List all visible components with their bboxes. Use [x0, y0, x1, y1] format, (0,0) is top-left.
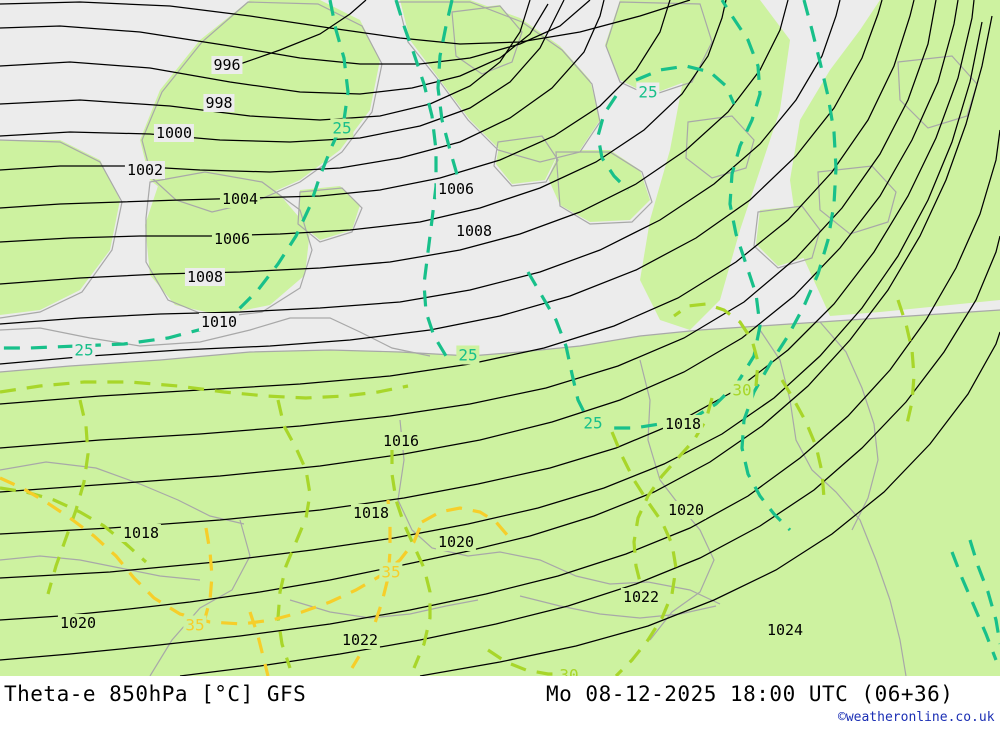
map-canvas[interactable]: 996 998 1000 1002 1004 1006 1008 1010 10…: [0, 0, 1000, 676]
thetae-label: 25: [456, 345, 480, 365]
isobar-contours: [0, 0, 1000, 676]
isobar-label: 1024: [764, 621, 806, 639]
isobar-label: 998: [203, 94, 235, 112]
thetae-label: 35: [379, 562, 403, 582]
thetae-label: 25: [581, 413, 605, 433]
thetae-label: 25: [330, 118, 354, 138]
copyright-notice: ©weatheronline.co.uk: [838, 710, 995, 725]
chart-title: Theta-e 850hPa [°C] GFS: [4, 682, 307, 706]
thetae-label: 35: [183, 615, 207, 635]
forecast-datetime: Mo 08-12-2025 18:00 UTC (06+36): [546, 682, 954, 706]
isobar-label: 1000: [153, 124, 195, 142]
isobar-label: 1022: [339, 631, 381, 649]
isobar-label: 1018: [662, 415, 704, 433]
isobar-label: 1022: [620, 588, 662, 606]
isobar-label: 1008: [184, 268, 226, 286]
thetae-warm-shading: [0, 0, 1000, 676]
thetae-label: 30: [730, 380, 754, 400]
isobar-label: 1020: [665, 501, 707, 519]
thetae-30-contours: [0, 299, 916, 676]
isobar-label: 1018: [120, 524, 162, 542]
thetae-label: 25: [72, 340, 96, 360]
thetae-label: 30: [557, 665, 581, 676]
thetae-label: 25: [636, 82, 660, 102]
isobar-label: 1006: [211, 230, 253, 248]
map-graphics: [0, 0, 1000, 676]
map-footer: Theta-e 850hPa [°C] GFS Mo 08-12-2025 18…: [0, 676, 1000, 733]
isobar-label: 1004: [219, 190, 261, 208]
isobar-label: 996: [211, 56, 243, 74]
isobar-label: 1010: [198, 313, 240, 331]
isobar-label: 1008: [453, 222, 495, 240]
isobar-label: 1016: [380, 432, 422, 450]
isobar-label: 1002: [124, 161, 166, 179]
isobar-label: 1020: [57, 614, 99, 632]
isobar-label: 1018: [350, 504, 392, 522]
isobar-label: 1020: [435, 533, 477, 551]
isobar-label: 1006: [435, 180, 477, 198]
